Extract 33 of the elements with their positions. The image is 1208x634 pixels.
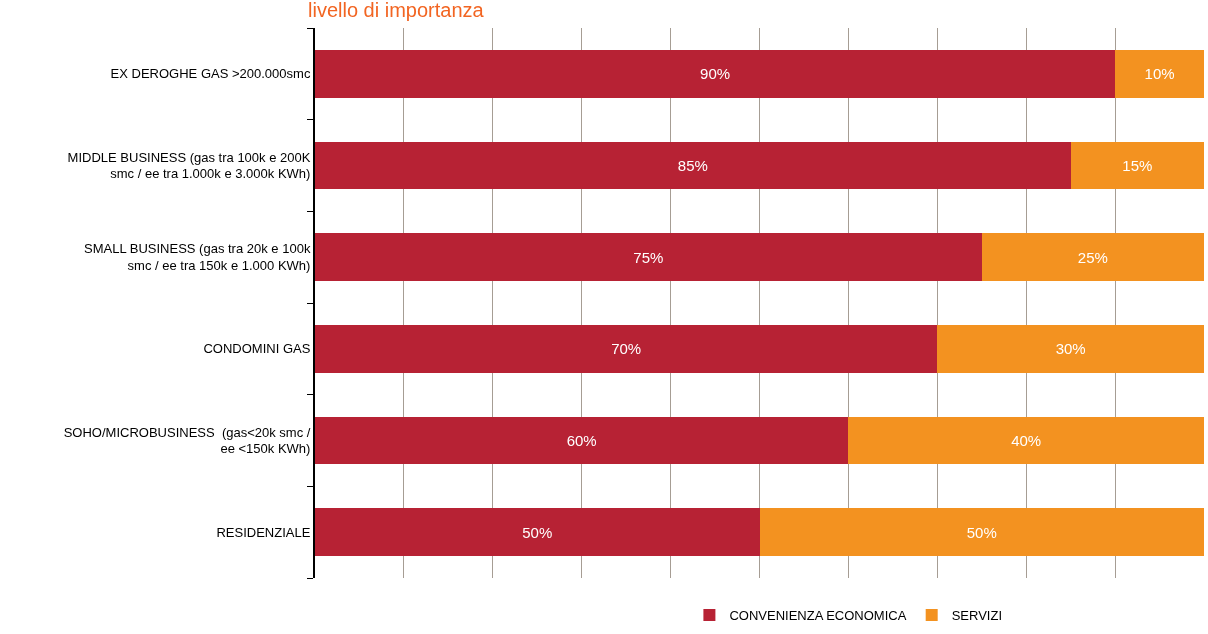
data-label: 30% [1055, 340, 1086, 358]
y-tick-label: EX DEROGHE GAS >200.000smc [110, 66, 311, 82]
y-tick-label: CONDOMINI GAS [203, 341, 311, 357]
bar [981, 233, 1204, 281]
data-label: 10% [1144, 65, 1175, 83]
bar [315, 508, 760, 556]
bar [315, 325, 938, 373]
y-tick-label: MIDDLE BUSINESS (gas tra 100k e 200K smc / ee tra 1.000k e 3.000k KWh) [67, 149, 311, 182]
y-tick-label: SMALL BUSINESS (gas tra 20k e 100k smc / ee tra 150k e 1.000 KWh) [83, 241, 311, 274]
data-label: 15% [1122, 157, 1153, 174]
bar [848, 416, 1204, 465]
data-label: 85% [677, 157, 708, 174]
data-label: 70% [611, 340, 642, 358]
data-label: 50% [966, 523, 997, 541]
bar [315, 233, 982, 281]
bar [315, 416, 849, 465]
data-label: 75% [633, 248, 664, 266]
data-label: 50% [522, 523, 553, 541]
data-label: 60% [566, 432, 597, 449]
bar [759, 508, 1204, 556]
y-tick-label: SOHO/MICROBUSINESS (gas<20k smc / ee <150k KWh) [63, 424, 311, 457]
data-label: 25% [1077, 248, 1108, 266]
data-label: 40% [1011, 432, 1042, 449]
chart-title: livello di importanza [308, 0, 485, 22]
legend-label: SERVIZI [951, 608, 1003, 624]
bar [315, 50, 1116, 98]
bar [937, 325, 1204, 373]
bar [1115, 50, 1204, 98]
bar [1070, 141, 1204, 190]
legend-label: CONVENIENZA ECONOMICA [729, 608, 907, 624]
bar [315, 141, 1071, 190]
data-label: 90% [700, 65, 731, 83]
y-tick-label: RESIDENZIALE [216, 524, 311, 540]
